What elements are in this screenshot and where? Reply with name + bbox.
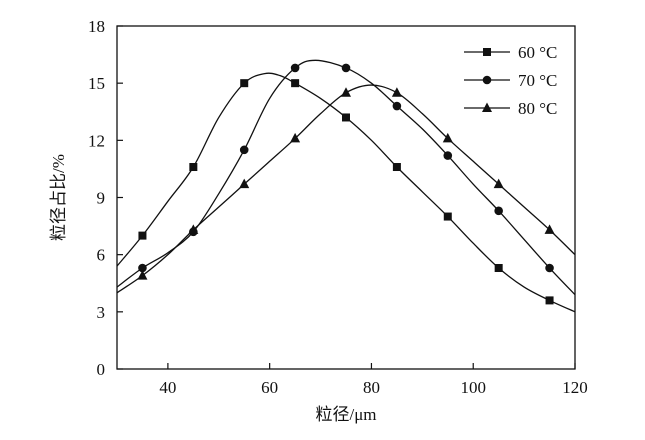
x-tick-label: 80	[363, 378, 380, 397]
data-point	[138, 263, 147, 273]
data-point	[290, 132, 301, 143]
data-point	[544, 224, 555, 234]
x-tick-label: 60	[261, 378, 278, 397]
data-point	[442, 132, 453, 143]
y-tick-label: 0	[97, 360, 106, 379]
x-axis-ticks: 40 60 80 100 120	[159, 363, 588, 397]
y-tick-label: 9	[97, 189, 106, 208]
data-point	[239, 178, 250, 189]
data-point	[341, 63, 351, 73]
data-point	[239, 145, 249, 155]
legend-marker	[482, 102, 492, 112]
data-point	[189, 163, 198, 172]
x-tick-label: 120	[562, 378, 588, 397]
data-point	[443, 151, 453, 160]
data-point	[545, 263, 554, 273]
series-curves	[117, 59, 575, 313]
legend-label: 70 °C	[518, 71, 557, 90]
data-point	[341, 87, 351, 97]
legend-marker	[482, 75, 492, 85]
plot-frame	[116, 25, 576, 370]
legend-label: 60 °C	[518, 43, 557, 62]
x-axis-title: 粒径/μm	[315, 405, 376, 424]
data-point	[545, 296, 554, 305]
y-tick-label: 12	[88, 131, 105, 150]
y-tick-label: 18	[88, 17, 105, 36]
data-point	[342, 113, 350, 122]
data-point	[493, 178, 504, 189]
legend-label: 80 °C	[518, 99, 557, 118]
series-markers	[137, 63, 555, 305]
legend-marker	[483, 48, 491, 56]
data-point	[188, 224, 199, 234]
data-point	[138, 231, 147, 240]
data-point	[443, 212, 452, 221]
y-tick-label: 15	[88, 74, 105, 93]
y-axis-title: 粒径占比/%	[49, 154, 68, 241]
x-tick-label: 40	[159, 378, 176, 397]
data-point	[291, 79, 300, 88]
data-point	[391, 87, 402, 97]
series-line-1	[117, 72, 575, 313]
plot-border	[116, 25, 576, 370]
x-tick-label: 100	[460, 378, 486, 397]
data-point	[240, 79, 249, 88]
data-point	[290, 63, 300, 73]
data-point	[494, 264, 503, 273]
data-point	[137, 270, 148, 280]
data-point	[494, 206, 503, 216]
legend: 60 °C 70 °C 80 °C	[464, 43, 557, 118]
y-axis-ticks: 0 3 6 9 12 15 18	[88, 17, 123, 379]
data-point	[392, 163, 401, 172]
y-tick-label: 6	[97, 246, 106, 265]
data-point	[392, 101, 402, 111]
y-tick-label: 3	[97, 303, 106, 322]
